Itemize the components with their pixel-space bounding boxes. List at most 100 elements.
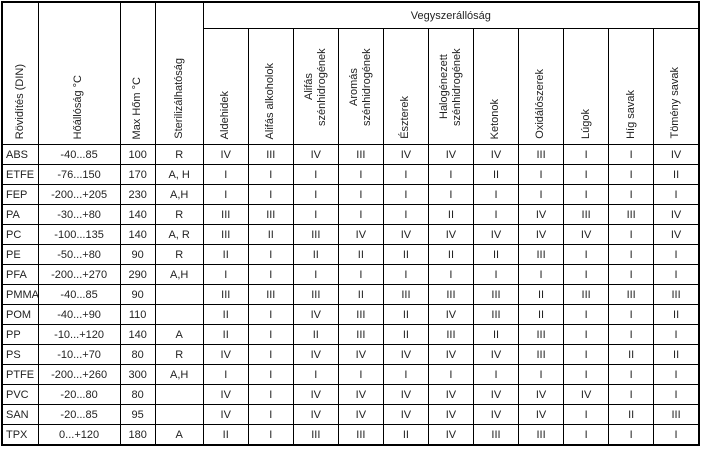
table-row-fep: FEP -200...+205 230 A,H I I I I I I I I I I I [1,184,700,205]
resistance-value: I [247,264,294,285]
resistance-value: I [247,184,294,205]
material-name: TPX [1,424,39,446]
resistance-value: I [608,164,655,185]
sterilization-cell: R [154,144,204,165]
resistance-value: III [472,304,520,325]
material-name: PTFE [1,364,39,385]
resistance-value: IV [292,304,339,325]
resistance-value: IV [563,384,610,405]
resistance-value: IV [472,224,520,245]
resistance-value: IV [337,404,384,425]
resistance-value: I [247,404,294,425]
resistance-value: I [337,164,384,185]
sterilization-cell: A [154,424,204,446]
resistance-value: II [427,204,474,225]
chem-header-10-label: Híg savak [624,90,637,139]
material-name: PA [1,204,39,225]
resistance-value: I [247,424,294,446]
sterilization-cell: A, H [154,164,204,185]
sterilization-cell: A,H [154,264,204,285]
temp-range-cell: -200...+260 [37,364,121,385]
sterilization-cell [154,284,204,305]
temp-range-cell: -50...+80 [37,244,121,265]
resistance-value: I [472,364,520,385]
resistance-value: IV [382,344,429,365]
sterilization-cell [154,384,204,405]
resistance-value: IV [427,224,474,245]
resistance-value: I [247,304,294,325]
resistance-value: I [292,364,339,385]
temp-range-cell: -10...+70 [37,344,121,365]
resistance-value: II [202,324,249,345]
max-temp-cell: 170 [119,164,156,185]
resistance-value: I [653,184,700,205]
material-name: PE [1,244,39,265]
resistance-value: I [292,204,339,225]
table-row-pe: PE -50...+80 90 R II I II II II II II III I I I [1,244,700,265]
resistance-value: IV [427,424,474,446]
resistance-value: III [653,284,700,305]
resistance-value: III [427,324,474,345]
resistance-value: II [292,244,339,265]
resistance-value: III [518,344,565,365]
resistance-value: IV [518,404,565,425]
resistance-value: I [472,204,520,225]
resistance-value: I [518,164,565,185]
resistance-value: II [337,244,384,265]
resistance-value: II [472,164,520,185]
resistance-value: III [563,284,610,305]
resistance-value: I [518,364,565,385]
resistance-value: I [337,184,384,205]
material-name: SAN [1,404,39,425]
resistance-value: I [202,364,249,385]
resistance-value: IV [427,344,474,365]
resistance-value: III [247,284,294,305]
resistance-value: IV [292,344,339,365]
resistance-value: II [653,344,700,365]
resistance-value: III [292,284,339,305]
chem-header-row: Aldehidek Alifás alkoholok Alifás szénhidr… [2,28,700,145]
resistance-value: I [563,264,610,285]
chem-header-6: Halogénezett szénhidrogének [427,28,474,145]
material-name: PVC [1,384,39,405]
table-body: ABS -40...85 100 R IV III IV III IV IV IV III I I IV ET… [1,144,700,446]
resistance-value: IV [382,144,429,165]
resistance-value: I [608,244,655,265]
resistance-value: II [653,164,700,185]
sterilization-cell: A, R [154,224,204,245]
sterilization-cell: A [154,324,204,345]
max-temp-cell: 100 [119,144,156,165]
chem-header-11: Tömény savak [653,28,700,145]
temp-range-cell: -10...+120 [37,324,121,345]
material-name: POM [1,304,39,325]
table-row-abs: ABS -40...85 100 R IV III IV III IV IV IV III I I IV [1,144,700,165]
resistance-value: III [382,284,429,305]
resistance-value: I [608,184,655,205]
resistance-value: III [202,224,249,245]
table-row-pa: PA -30...+80 140 R III III I I I II I IV III III IV [1,204,700,225]
resistance-value: I [653,264,700,285]
header-heat-resistance-label: Hőállóság °C [72,74,85,139]
chem-header-8-label: Oxidálószerek [534,69,547,139]
header-heat-resistance: Hőállóság °C [37,1,121,145]
max-temp-cell: 90 [119,284,156,305]
resistance-value: IV [337,384,384,405]
resistance-value: II [382,324,429,345]
table-row-pmma: PMMA -40...85 90 III III III II III III III II III I… [1,284,700,305]
max-temp-cell: 140 [119,324,156,345]
resistance-value: III [608,284,655,305]
resistance-value: I [518,264,565,285]
resistance-value: I [337,364,384,385]
resistance-value: III [292,424,339,446]
resistance-value: I [292,164,339,185]
resistance-value: IV [472,344,520,365]
resistance-value: IV [427,144,474,165]
resistance-value: I [608,304,655,325]
chem-header-6-label: Halogénezett szénhidrogének [437,48,463,126]
resistance-value: I [653,424,700,446]
resistance-value: I [427,264,474,285]
temp-range-cell: -40...85 [37,284,121,305]
resistance-value: IV [518,224,565,245]
resistance-value: III [518,144,565,165]
